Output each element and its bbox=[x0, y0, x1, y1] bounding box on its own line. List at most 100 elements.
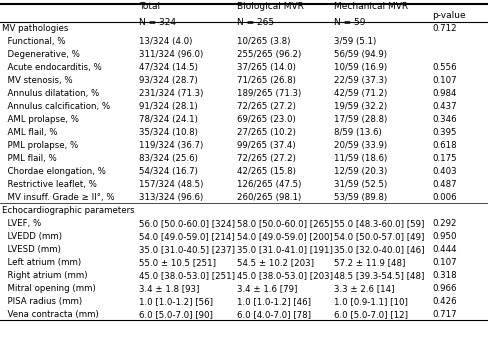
Text: 0.318: 0.318 bbox=[432, 271, 456, 280]
Text: 255/265 (96.2): 255/265 (96.2) bbox=[237, 50, 301, 59]
Text: Acute endocarditis, %: Acute endocarditis, % bbox=[2, 63, 102, 72]
Text: 0.712: 0.712 bbox=[432, 24, 456, 33]
Text: 69/265 (23.0): 69/265 (23.0) bbox=[237, 115, 295, 124]
Text: 0.107: 0.107 bbox=[432, 76, 456, 85]
Text: 35.0 [32.0-40.0] [46]: 35.0 [32.0-40.0] [46] bbox=[334, 245, 425, 254]
Text: 0.556: 0.556 bbox=[432, 63, 456, 72]
Text: 0.950: 0.950 bbox=[432, 232, 456, 241]
Text: 35.0 [31.0-41.0] [191]: 35.0 [31.0-41.0] [191] bbox=[237, 245, 332, 254]
Text: 45.0 [38.0-53.0] [203]: 45.0 [38.0-53.0] [203] bbox=[237, 271, 333, 280]
Text: 42/59 (71.2): 42/59 (71.2) bbox=[334, 89, 387, 98]
Text: 72/265 (27.2): 72/265 (27.2) bbox=[237, 102, 296, 111]
Text: Right atrium (mm): Right atrium (mm) bbox=[2, 271, 88, 280]
Text: 3.4 ± 1.6 [79]: 3.4 ± 1.6 [79] bbox=[237, 284, 297, 293]
Text: 6.0 [5.0-7.0] [12]: 6.0 [5.0-7.0] [12] bbox=[334, 310, 408, 319]
Text: 37/265 (14.0): 37/265 (14.0) bbox=[237, 63, 296, 72]
Text: 0.984: 0.984 bbox=[432, 89, 456, 98]
Text: 311/324 (96.0): 311/324 (96.0) bbox=[139, 50, 203, 59]
Text: p-value: p-value bbox=[432, 11, 466, 20]
Text: LVEDD (mm): LVEDD (mm) bbox=[2, 232, 62, 241]
Text: Mitral opening (mm): Mitral opening (mm) bbox=[2, 284, 96, 293]
Text: 313/324 (96.6): 313/324 (96.6) bbox=[139, 193, 203, 202]
Text: 0.292: 0.292 bbox=[432, 219, 456, 228]
Text: 1.0 [1.0-1.2] [56]: 1.0 [1.0-1.2] [56] bbox=[139, 297, 213, 306]
Text: 0.006: 0.006 bbox=[432, 193, 456, 202]
Text: Restrictive leaflet, %: Restrictive leaflet, % bbox=[2, 180, 97, 189]
Text: Functional, %: Functional, % bbox=[2, 37, 66, 46]
Text: 0.426: 0.426 bbox=[432, 297, 456, 306]
Text: 83/324 (25.6): 83/324 (25.6) bbox=[139, 154, 198, 163]
Text: 1.0 [0.9-1.1] [10]: 1.0 [0.9-1.1] [10] bbox=[334, 297, 408, 306]
Text: Biological MVR: Biological MVR bbox=[237, 2, 304, 11]
Text: N = 59: N = 59 bbox=[334, 18, 366, 27]
Text: PML prolapse, %: PML prolapse, % bbox=[2, 141, 79, 150]
Text: 54/324 (16.7): 54/324 (16.7) bbox=[139, 167, 198, 176]
Text: 48.5 [39.3-54.5] [48]: 48.5 [39.3-54.5] [48] bbox=[334, 271, 425, 280]
Text: 10/265 (3.8): 10/265 (3.8) bbox=[237, 37, 290, 46]
Text: 0.175: 0.175 bbox=[432, 154, 456, 163]
Text: Degenerative, %: Degenerative, % bbox=[2, 50, 81, 59]
Text: 0.395: 0.395 bbox=[432, 128, 456, 137]
Text: 78/324 (24.1): 78/324 (24.1) bbox=[139, 115, 198, 124]
Text: 55.0 [48.3-60.0] [59]: 55.0 [48.3-60.0] [59] bbox=[334, 219, 425, 228]
Text: Echocardiographic parameters: Echocardiographic parameters bbox=[2, 206, 135, 215]
Text: 3.3 ± 2.6 [14]: 3.3 ± 2.6 [14] bbox=[334, 284, 395, 293]
Text: 42/265 (15.8): 42/265 (15.8) bbox=[237, 167, 296, 176]
Text: 3/59 (5.1): 3/59 (5.1) bbox=[334, 37, 377, 46]
Text: 0.107: 0.107 bbox=[432, 258, 456, 267]
Text: 58.0 [50.0-60.0] [265]: 58.0 [50.0-60.0] [265] bbox=[237, 219, 333, 228]
Text: 11/59 (18.6): 11/59 (18.6) bbox=[334, 154, 387, 163]
Text: 54.5 ± 10.2 [203]: 54.5 ± 10.2 [203] bbox=[237, 258, 314, 267]
Text: 22/59 (37.3): 22/59 (37.3) bbox=[334, 76, 387, 85]
Text: 10/59 (16.9): 10/59 (16.9) bbox=[334, 63, 387, 72]
Text: N = 265: N = 265 bbox=[237, 18, 274, 27]
Text: Mechanical MVR: Mechanical MVR bbox=[334, 2, 408, 11]
Text: 20/59 (33.9): 20/59 (33.9) bbox=[334, 141, 387, 150]
Text: N = 324: N = 324 bbox=[139, 18, 176, 27]
Text: Left atrium (mm): Left atrium (mm) bbox=[2, 258, 81, 267]
Text: 3.4 ± 1.8 [93]: 3.4 ± 1.8 [93] bbox=[139, 284, 200, 293]
Text: 35.0 [31.0-40.5] [237]: 35.0 [31.0-40.5] [237] bbox=[139, 245, 235, 254]
Text: Annulus dilatation, %: Annulus dilatation, % bbox=[2, 89, 100, 98]
Text: 0.618: 0.618 bbox=[432, 141, 456, 150]
Text: 19/59 (32.2): 19/59 (32.2) bbox=[334, 102, 387, 111]
Text: 1.0 [1.0-1.2] [46]: 1.0 [1.0-1.2] [46] bbox=[237, 297, 311, 306]
Text: Total: Total bbox=[139, 2, 160, 11]
Text: 8/59 (13.6): 8/59 (13.6) bbox=[334, 128, 382, 137]
Text: Vena contracta (mm): Vena contracta (mm) bbox=[2, 310, 99, 319]
Text: MV insuff. Grade ≥ II°, %: MV insuff. Grade ≥ II°, % bbox=[2, 193, 115, 202]
Text: PML flail, %: PML flail, % bbox=[2, 154, 57, 163]
Text: 0.717: 0.717 bbox=[432, 310, 456, 319]
Text: 231/324 (71.3): 231/324 (71.3) bbox=[139, 89, 203, 98]
Text: AML prolapse, %: AML prolapse, % bbox=[2, 115, 80, 124]
Text: 54.0 [49.0-59.0] [214]: 54.0 [49.0-59.0] [214] bbox=[139, 232, 235, 241]
Text: 71/265 (26.8): 71/265 (26.8) bbox=[237, 76, 296, 85]
Text: 189/265 (71.3): 189/265 (71.3) bbox=[237, 89, 301, 98]
Text: 91/324 (28.1): 91/324 (28.1) bbox=[139, 102, 198, 111]
Text: 47/324 (14.5): 47/324 (14.5) bbox=[139, 63, 198, 72]
Text: 0.966: 0.966 bbox=[432, 284, 456, 293]
Text: 54.0 [50.0-57.0] [49]: 54.0 [50.0-57.0] [49] bbox=[334, 232, 425, 241]
Text: LVEF, %: LVEF, % bbox=[2, 219, 41, 228]
Text: LVESD (mm): LVESD (mm) bbox=[2, 245, 61, 254]
Text: PISA radius (mm): PISA radius (mm) bbox=[2, 297, 82, 306]
Text: 55.0 ± 10.5 [251]: 55.0 ± 10.5 [251] bbox=[139, 258, 216, 267]
Text: 0.403: 0.403 bbox=[432, 167, 456, 176]
Text: 53/59 (89.8): 53/59 (89.8) bbox=[334, 193, 387, 202]
Text: 6.0 [5.0-7.0] [90]: 6.0 [5.0-7.0] [90] bbox=[139, 310, 213, 319]
Text: 57.2 ± 11.9 [48]: 57.2 ± 11.9 [48] bbox=[334, 258, 406, 267]
Text: Annulus calcification, %: Annulus calcification, % bbox=[2, 102, 111, 111]
Text: 45.0 [38.0-53.0] [251]: 45.0 [38.0-53.0] [251] bbox=[139, 271, 235, 280]
Text: 157/324 (48.5): 157/324 (48.5) bbox=[139, 180, 203, 189]
Text: 56.0 [50.0-60.0] [324]: 56.0 [50.0-60.0] [324] bbox=[139, 219, 235, 228]
Text: 56/59 (94.9): 56/59 (94.9) bbox=[334, 50, 387, 59]
Text: 0.487: 0.487 bbox=[432, 180, 456, 189]
Text: 0.437: 0.437 bbox=[432, 102, 456, 111]
Text: 93/324 (28.7): 93/324 (28.7) bbox=[139, 76, 198, 85]
Text: 126/265 (47.5): 126/265 (47.5) bbox=[237, 180, 301, 189]
Text: 99/265 (37.4): 99/265 (37.4) bbox=[237, 141, 295, 150]
Text: MV stenosis, %: MV stenosis, % bbox=[2, 76, 73, 85]
Text: Chordae elongation, %: Chordae elongation, % bbox=[2, 167, 106, 176]
Text: MV pathologies: MV pathologies bbox=[2, 24, 69, 33]
Text: 6.0 [4.0-7.0] [78]: 6.0 [4.0-7.0] [78] bbox=[237, 310, 311, 319]
